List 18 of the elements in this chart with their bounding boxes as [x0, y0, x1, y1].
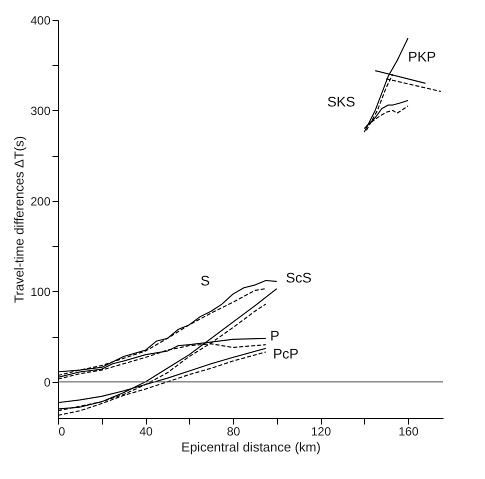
y-tick-label: 300 — [30, 104, 51, 118]
annotation: SKS — [327, 93, 356, 110]
y-axis-title: Travel-time differences ΔT(s) — [11, 136, 26, 303]
y-tick-label: 0 — [44, 375, 51, 390]
y-tick-label: 400 — [30, 14, 51, 28]
x-axis-title: Epicentral distance (km) — [181, 440, 321, 454]
annotation: P — [270, 327, 280, 344]
x-tick-label: 0 — [58, 424, 66, 438]
y-tick-label: 100 — [30, 284, 51, 299]
x-tick-label: 160 — [398, 424, 419, 438]
annotation: PKP — [408, 48, 436, 65]
annotation: ScS — [286, 270, 312, 286]
annotation: S — [200, 272, 210, 288]
y-tick-label: 200 — [30, 194, 51, 208]
x-tick-label: 40 — [139, 424, 153, 438]
x-tick-label: 120 — [310, 424, 332, 438]
annotation: PcP — [272, 345, 299, 362]
x-tick-label: 80 — [226, 424, 240, 438]
